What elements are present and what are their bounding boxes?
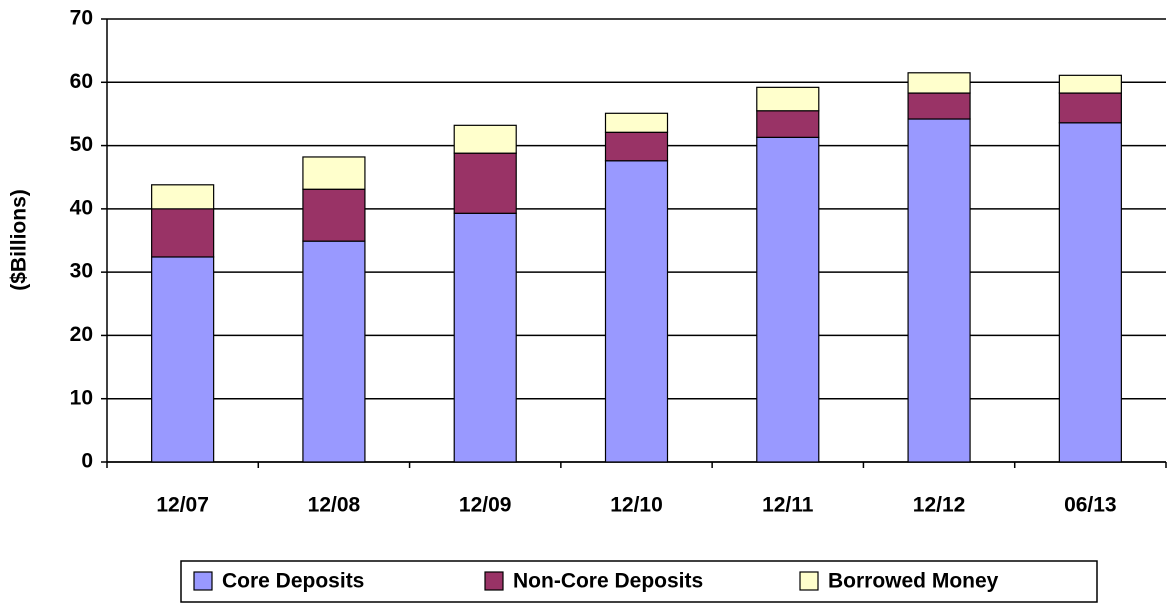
y-tick-label: 40 bbox=[70, 196, 93, 219]
bar-segment bbox=[453, 212, 517, 463]
bar-segment bbox=[756, 110, 820, 138]
y-tick-label: 0 bbox=[81, 450, 93, 473]
bar-segment bbox=[756, 136, 820, 463]
x-tick-label: 12/11 bbox=[762, 494, 814, 517]
y-tick-label: 30 bbox=[70, 260, 93, 283]
bar-segment bbox=[151, 184, 215, 210]
x-tick-label: 12/07 bbox=[156, 494, 209, 517]
bar-segment bbox=[302, 156, 366, 190]
y-tick-label: 50 bbox=[70, 133, 93, 156]
bar-segment bbox=[453, 152, 517, 214]
y-tick-label: 70 bbox=[70, 7, 93, 30]
legend-label: Core Deposits bbox=[222, 570, 364, 593]
x-tick-label: 12/12 bbox=[913, 494, 966, 517]
bar-segment bbox=[907, 92, 971, 120]
y-tick-label: 60 bbox=[70, 70, 93, 93]
y-axis-label: ($Billions) bbox=[8, 189, 31, 291]
bar-segment bbox=[907, 72, 971, 94]
bar-segment bbox=[151, 256, 215, 463]
x-tick-label: 12/09 bbox=[459, 494, 512, 517]
bar-segment bbox=[604, 160, 669, 463]
bar-segment bbox=[1058, 92, 1122, 124]
bar-segment bbox=[604, 131, 669, 162]
bar-segment bbox=[756, 86, 820, 112]
bar-segment bbox=[151, 208, 215, 258]
legend-box bbox=[180, 560, 1098, 603]
bar-segment bbox=[907, 118, 971, 463]
x-tick-label: 12/10 bbox=[610, 494, 663, 517]
legend-label: Borrowed Money bbox=[828, 570, 999, 593]
legend-swatch bbox=[193, 571, 213, 591]
bar-segment bbox=[302, 240, 366, 463]
legend-label: Non-Core Deposits bbox=[513, 570, 703, 593]
bar-segment bbox=[453, 124, 517, 154]
y-tick-label: 20 bbox=[70, 323, 93, 346]
bar-segment bbox=[1058, 122, 1122, 463]
y-tick-label: 10 bbox=[70, 386, 93, 409]
bar-segment bbox=[302, 188, 366, 242]
bar-segment bbox=[604, 112, 669, 133]
x-tick-label: 06/13 bbox=[1064, 494, 1117, 517]
legend-swatch bbox=[484, 571, 504, 591]
legend-swatch bbox=[799, 571, 819, 591]
bar-segment bbox=[1058, 74, 1122, 94]
x-tick-label: 12/08 bbox=[308, 494, 361, 517]
